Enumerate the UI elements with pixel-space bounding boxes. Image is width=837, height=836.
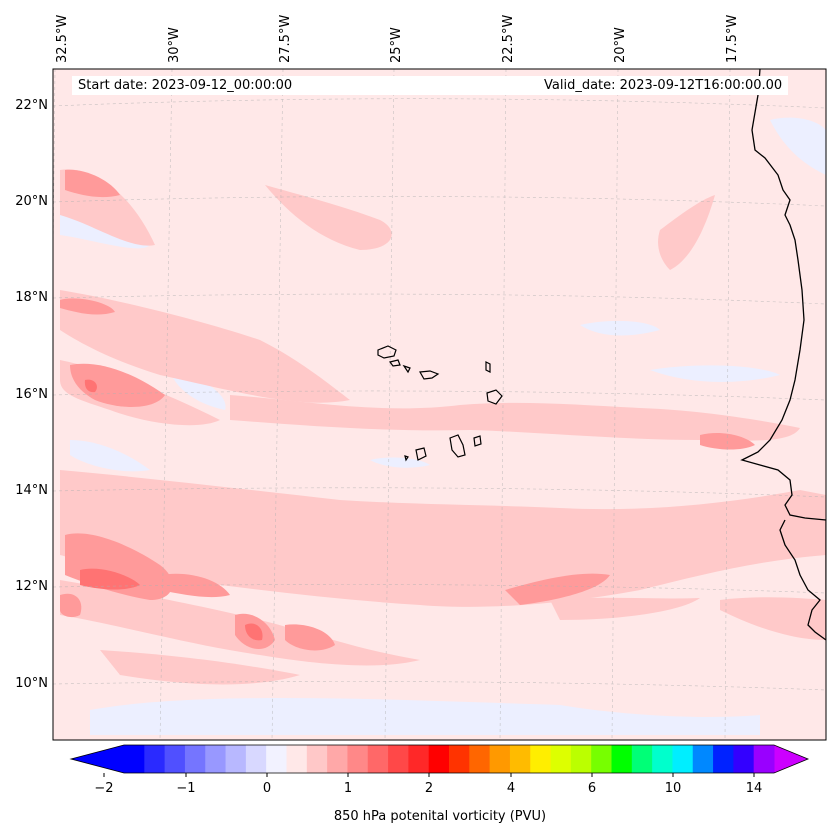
colorbar-tick-label: 10 xyxy=(664,781,682,796)
lat-label: 12°N xyxy=(15,579,48,594)
colorbar-tick-label: 0 xyxy=(262,781,272,796)
lon-label: 22.5°W xyxy=(501,14,516,63)
lat-label: 16°N xyxy=(15,387,48,402)
colorbar-tick-label: −1 xyxy=(176,781,196,796)
lat-label: 10°N xyxy=(15,676,48,691)
map-frame xyxy=(52,68,827,741)
lat-label: 14°N xyxy=(15,483,48,498)
pv-negative-contours xyxy=(60,117,826,735)
graticule xyxy=(53,69,826,740)
start-date-label: Start date: 2023-09-12_00:00:00 xyxy=(72,76,539,95)
colorbar-tick-label: 4 xyxy=(506,781,516,796)
colorbar-tick-label: 1 xyxy=(343,781,353,796)
africa-coastline xyxy=(740,69,826,641)
valid-date-label: Valid_date: 2023-09-12T16:00:00.00 xyxy=(538,76,789,95)
lat-label: 20°N xyxy=(15,194,48,209)
colorbar-tick-label: 2 xyxy=(424,781,434,796)
lon-label: 32.5°W xyxy=(55,14,70,63)
lat-label: 18°N xyxy=(15,290,48,305)
lon-label: 30°W xyxy=(167,27,182,63)
lat-label: 22°N xyxy=(15,98,48,113)
lon-label: 25°W xyxy=(389,27,404,63)
lon-label: 20°W xyxy=(613,27,628,63)
colorbar-tick-label: −2 xyxy=(94,781,114,796)
colorbar-tick-label: 14 xyxy=(745,781,763,796)
lon-label: 17.5°W xyxy=(725,14,740,63)
lon-label: 27.5°W xyxy=(278,14,293,63)
pv-contours-level3 xyxy=(80,379,263,641)
colorbar-label: 850 hPa potenital vorticity (PVU) xyxy=(333,809,547,824)
cape-verde-islands xyxy=(377,345,503,462)
colorbar-tick-label: 6 xyxy=(587,781,597,796)
